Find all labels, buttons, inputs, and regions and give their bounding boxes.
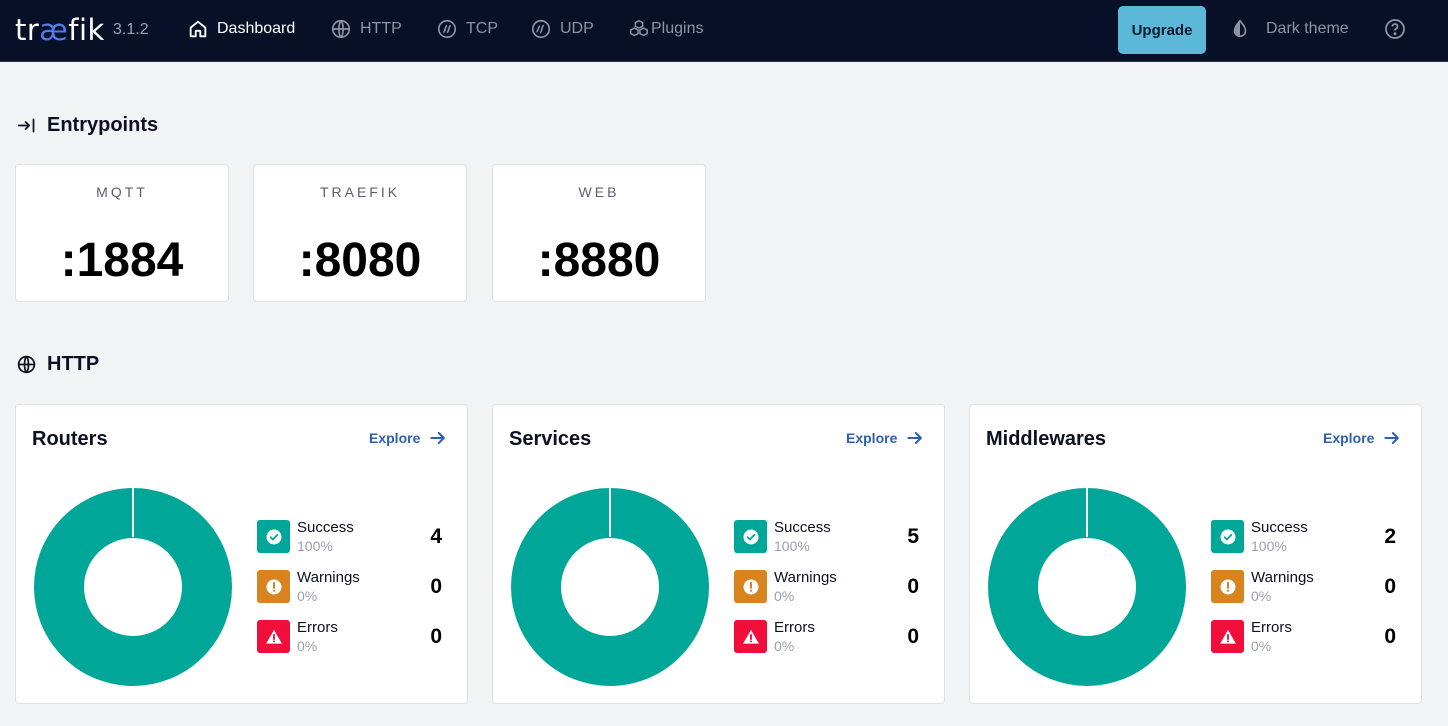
udp-icon (531, 19, 551, 39)
legend-warnings: Warnings 0% 0 (1211, 569, 1401, 604)
error-icon (734, 620, 767, 653)
legend-warnings: Warnings 0% 0 (257, 569, 447, 604)
warning-icon (734, 570, 767, 603)
arrow-right-icon (430, 432, 446, 444)
entrypoint-port: :8880 (537, 234, 661, 287)
globe-icon (17, 355, 36, 373)
entrypoint-name: TRAEFIK (319, 184, 401, 200)
entrypoint-port: :8080 (298, 234, 422, 287)
middlewares-card: Middlewares Explore Success 100% 2 Warni… (969, 404, 1422, 704)
success-check-icon (1211, 520, 1244, 553)
nav-item-tcp[interactable]: TCP (436, 17, 498, 41)
error-icon (1211, 620, 1244, 653)
entrypoint-card-web: WEB :8880 (492, 164, 706, 302)
warning-icon (1211, 570, 1244, 603)
errors-count: 0 (1384, 625, 1396, 648)
status-donut-chart (34, 487, 232, 686)
entrypoint-port: :1884 (60, 234, 184, 287)
legend-success: Success 100% 5 (734, 519, 924, 554)
plugins-icon (630, 19, 648, 37)
legend-success: Success 100% 4 (257, 519, 447, 554)
legend-warnings: Warnings 0% 0 (734, 569, 924, 604)
dark-theme-toggle[interactable]: Dark theme (1229, 17, 1349, 41)
theme-drop-icon (1233, 19, 1247, 38)
traefik-logo[interactable]: træfik (15, 13, 105, 47)
error-icon (257, 620, 290, 653)
explore-routers-link[interactable]: Explore (369, 427, 448, 449)
arrow-right-icon (907, 432, 923, 444)
services-card: Services Explore Success 100% 5 Warnings… (492, 404, 945, 704)
help-button[interactable] (1383, 17, 1407, 41)
explore-middlewares-link[interactable]: Explore (1323, 427, 1402, 449)
http-section-title: HTTP (16, 351, 99, 377)
success-count: 2 (1384, 525, 1396, 548)
entrypoint-card-mqtt: MQTT :1884 (15, 164, 229, 302)
nav-item-http[interactable]: HTTP (330, 17, 402, 41)
success-check-icon (734, 520, 767, 553)
globe-icon (331, 19, 351, 39)
errors-count: 0 (430, 625, 442, 648)
legend-errors: Errors 0% 0 (1211, 619, 1401, 654)
status-donut-chart (511, 487, 709, 686)
card-title: Routers (32, 428, 108, 450)
nav-item-plugins[interactable]: Plugins (628, 17, 703, 41)
legend-errors: Errors 0% 0 (734, 619, 924, 654)
card-title: Services (509, 428, 592, 450)
routers-card: Routers Explore Success 100% 4 Warnings … (15, 404, 468, 704)
tcp-icon (437, 19, 457, 39)
entrypoint-icon (17, 118, 35, 132)
entrypoint-card-traefik: TRAEFIK :8080 (253, 164, 467, 302)
nav-item-dashboard[interactable]: Dashboard (187, 17, 295, 41)
upgrade-button[interactable]: Upgrade (1118, 6, 1206, 54)
success-count: 4 (430, 525, 442, 548)
card-title: Middlewares (986, 428, 1107, 450)
entrypoint-name: WEB (578, 184, 620, 200)
warnings-count: 0 (907, 575, 919, 598)
legend-success: Success 100% 2 (1211, 519, 1401, 554)
entrypoint-name: MQTT (96, 184, 148, 200)
warnings-count: 0 (1384, 575, 1396, 598)
top-nav-bar: træfik 3.1.2 Dashboard HTTP TCP UDP Plug… (0, 0, 1448, 62)
version-label: 3.1.2 (113, 21, 149, 38)
warning-icon (257, 570, 290, 603)
help-icon (1385, 19, 1405, 39)
entrypoints-section-title: Entrypoints (16, 112, 158, 138)
explore-services-link[interactable]: Explore (846, 427, 925, 449)
home-icon (189, 20, 207, 38)
errors-count: 0 (907, 625, 919, 648)
success-check-icon (257, 520, 290, 553)
nav-item-udp[interactable]: UDP (530, 17, 594, 41)
arrow-right-icon (1384, 432, 1400, 444)
legend-errors: Errors 0% 0 (257, 619, 447, 654)
status-donut-chart (988, 487, 1186, 686)
success-count: 5 (907, 525, 919, 548)
warnings-count: 0 (430, 575, 442, 598)
